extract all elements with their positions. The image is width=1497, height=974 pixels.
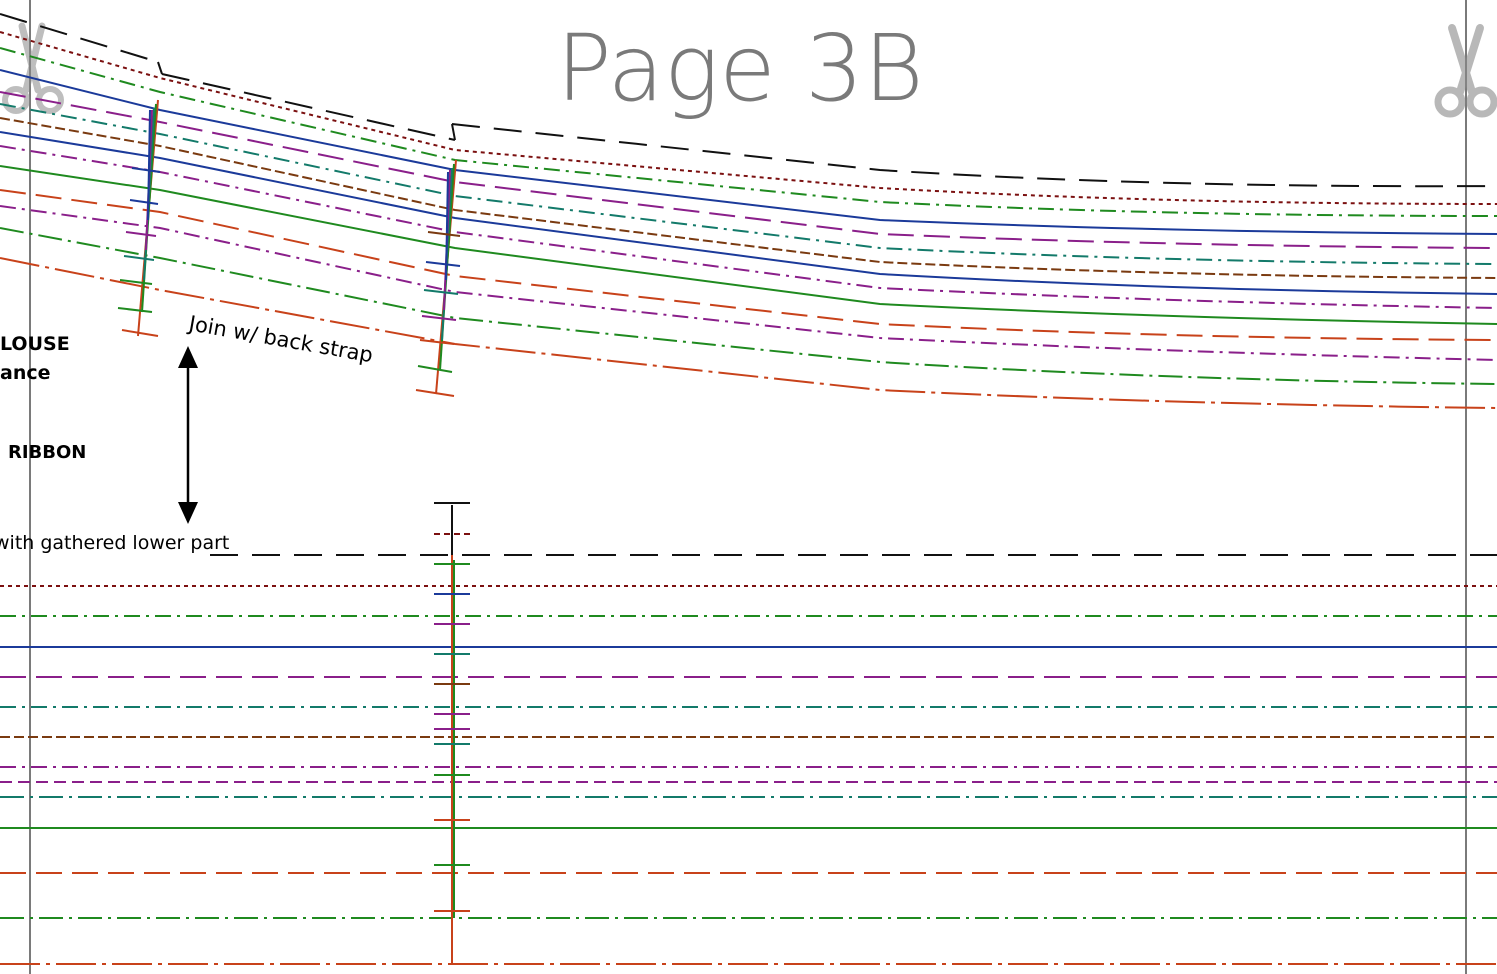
- upper-line-orange-1: [0, 189, 1497, 341]
- notch-bundle-right: [415, 159, 461, 397]
- upper-line-orange-2: [0, 257, 1497, 409]
- lower-notch: [434, 502, 470, 964]
- upper-line-purple-2: [0, 145, 1497, 309]
- double-arrow-icon: [178, 346, 198, 524]
- upper-line-green-3: [0, 227, 1497, 385]
- allowance-label: ance: [0, 362, 51, 384]
- upper-line-blue-1: [0, 69, 1497, 235]
- upper-line-purple-3: [0, 205, 1497, 361]
- upper-line-darkred: [0, 31, 1497, 205]
- page-title: Page 3B: [556, 15, 924, 122]
- upper-line-green-2: [0, 165, 1497, 325]
- scissors-icon-left: [2, 22, 64, 114]
- upper-line-purple-1: [0, 91, 1497, 249]
- gathered-note: with gathered lower part: [0, 532, 229, 554]
- upper-pattern-lines: [0, 13, 1497, 409]
- blouse-label: LOUSE: [0, 333, 70, 355]
- outer-cut-line-upper: [0, 13, 1497, 188]
- join-note: Join w/ back strap: [185, 311, 375, 367]
- lower-pattern-lines: [0, 554, 1497, 965]
- upper-line-blue-2: [0, 131, 1497, 295]
- scissors-icon-right: [1434, 24, 1497, 118]
- upper-line-teal-1: [0, 103, 1497, 265]
- ribbon-label: RIBBON: [8, 442, 86, 463]
- upper-line-brown-1: [0, 117, 1497, 279]
- notch-bundle-left: [117, 99, 161, 337]
- upper-line-green-1: [0, 47, 1497, 217]
